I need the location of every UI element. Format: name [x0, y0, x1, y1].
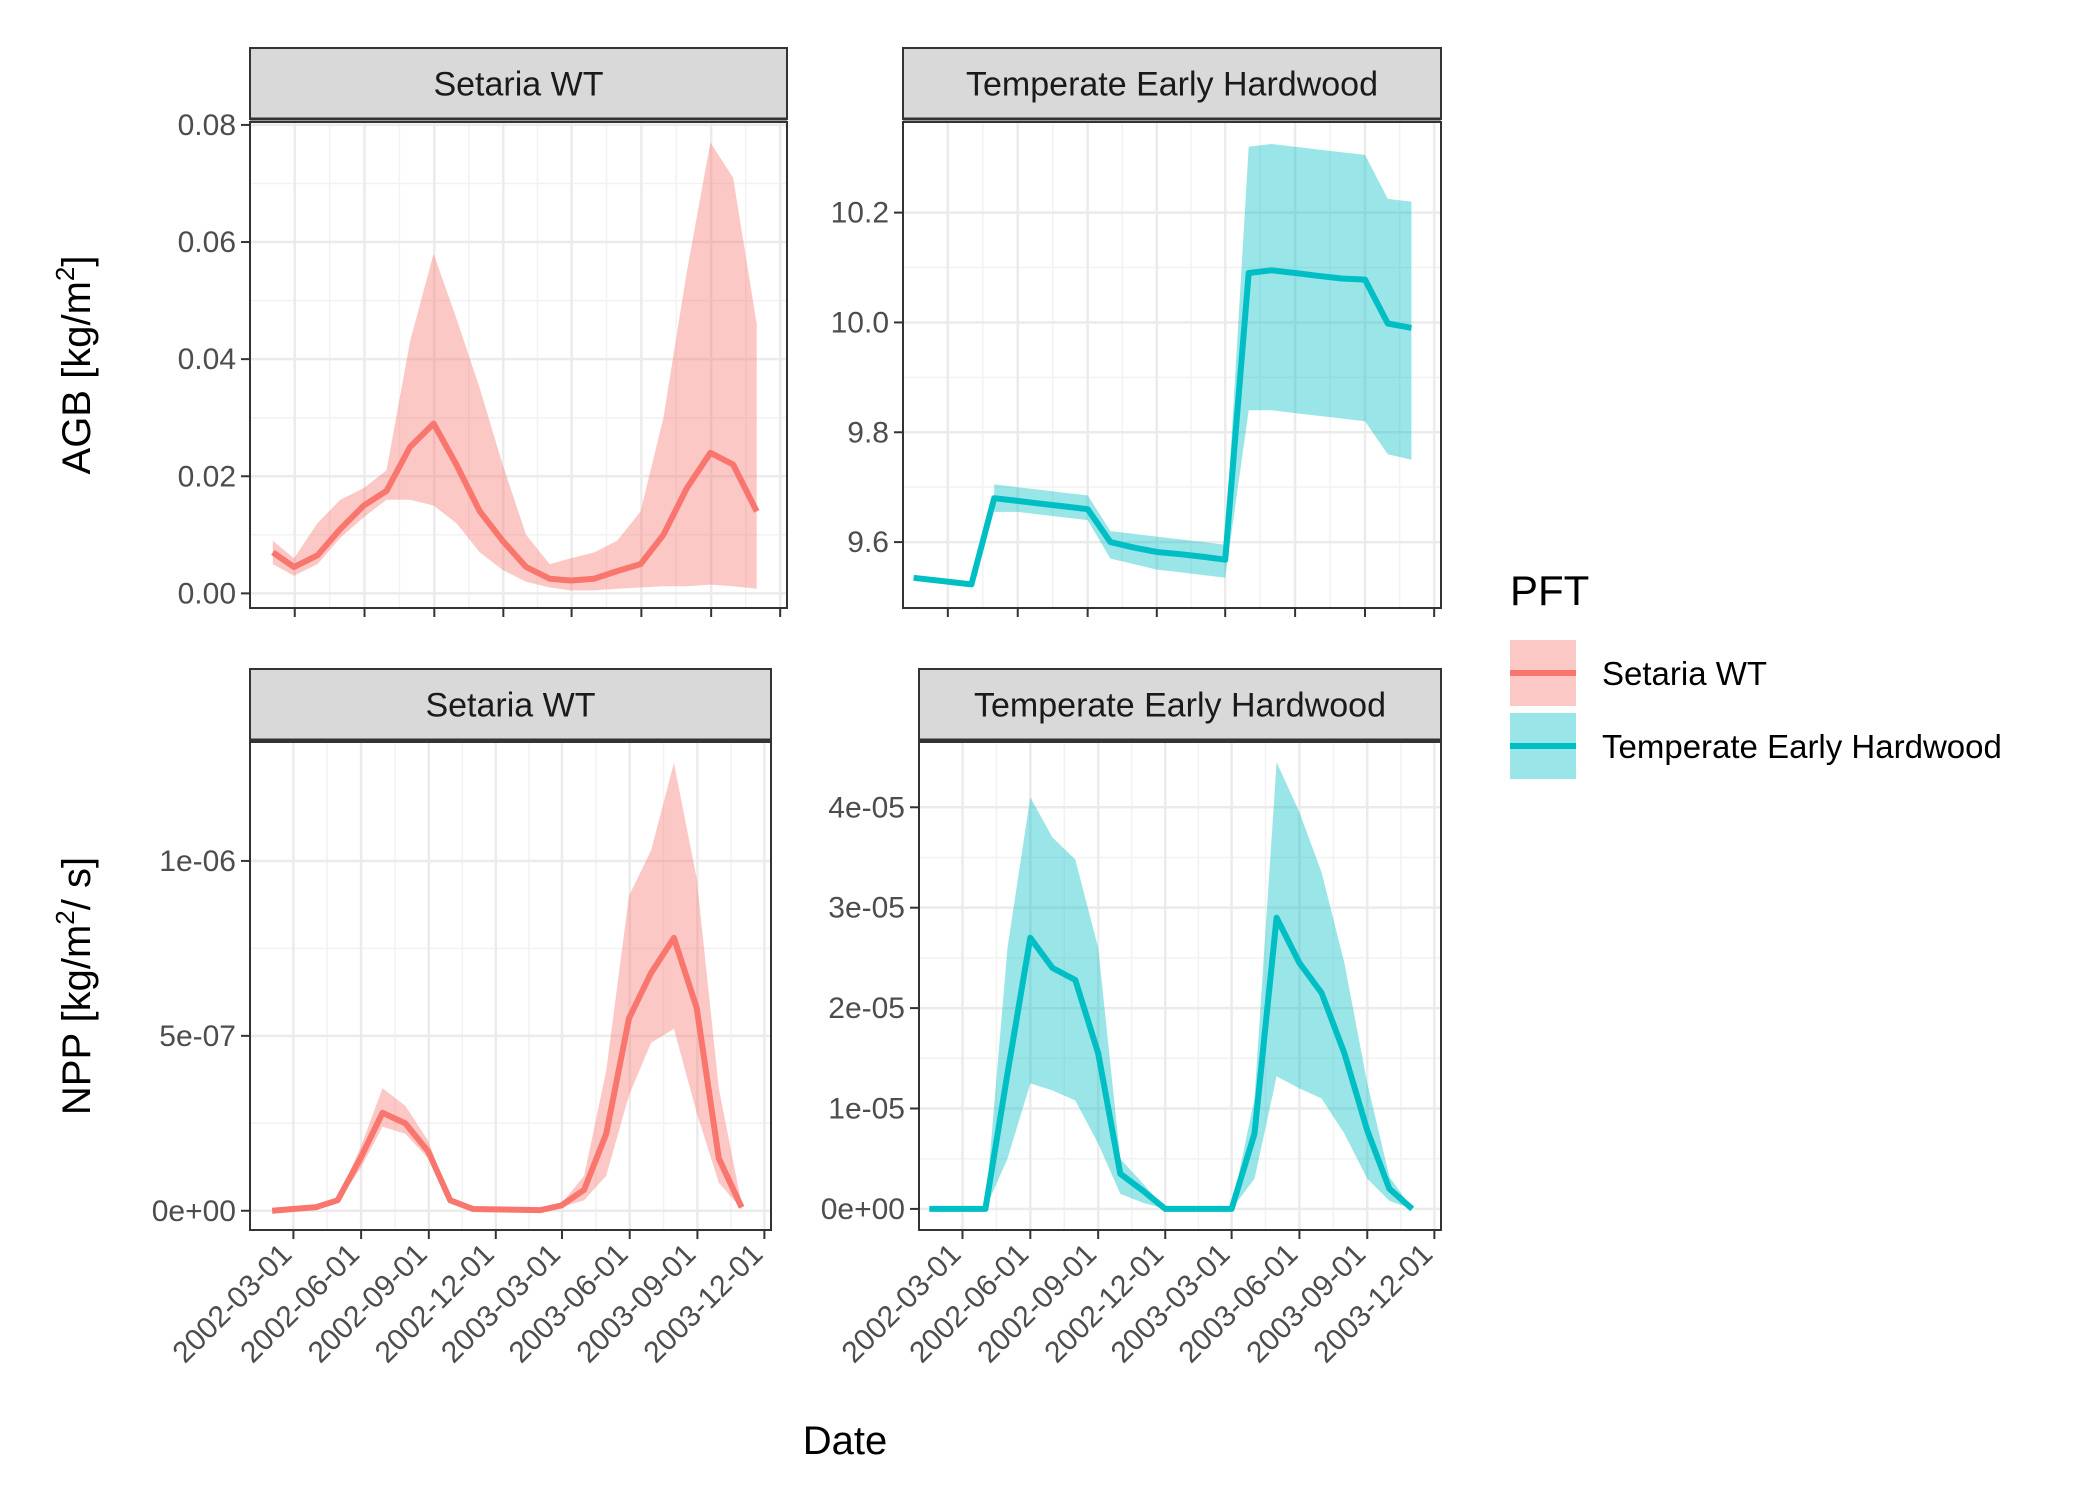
series-line: [271, 420, 760, 584]
y-tick-label: 3e-05: [828, 892, 905, 925]
strip-label: Setaria WT: [425, 687, 595, 725]
panel-1-0: Setaria WT0e+005e-071e-062002-03-012002-…: [152, 668, 772, 1369]
strip-label: Temperate Early Hardwood: [966, 66, 1378, 104]
series-line: [913, 267, 1412, 588]
strip-label: Setaria WT: [433, 66, 603, 104]
confidence-ribbon: [994, 144, 1412, 578]
facet-strip: Temperate Early Hardwood: [918, 668, 1442, 742]
gridlines: [250, 742, 771, 1230]
series-line: [271, 934, 745, 1214]
y-tick-label: 1e-05: [828, 1093, 905, 1126]
panel-border: [918, 741, 1442, 1231]
legend-entry: Temperate Early Hardwood: [1510, 713, 2002, 779]
confidence-ribbon: [272, 763, 742, 1211]
y-axis-title-superscript: 2: [50, 910, 80, 924]
y-tick-label: 0e+00: [152, 1195, 236, 1228]
legend: PFT Setaria WT Temperate Early Hardwood: [1510, 567, 2002, 779]
panel-border: [249, 121, 788, 609]
legend-label: Setaria WT: [1602, 655, 1767, 692]
legend-label: Temperate Early Hardwood: [1602, 728, 2002, 765]
y-tick-label: 9.8: [847, 416, 889, 449]
facet-strip: Setaria WT: [249, 668, 772, 742]
panel-background: [250, 742, 771, 1230]
strip-background: [902, 47, 1442, 120]
panel-background: [919, 742, 1441, 1230]
y-axis-title-agb: AGB [kg/m2]: [50, 256, 99, 475]
y-tick-label: 4e-05: [828, 791, 905, 824]
y-tick-label: 0.08: [178, 109, 236, 142]
y-tick-label: 5e-07: [159, 1020, 236, 1053]
y-tick-label: 0.02: [178, 460, 236, 493]
y-axis-title-main: AGB [kg/m: [55, 281, 99, 474]
panel-border: [249, 741, 772, 1231]
y-tick-label: 1e-06: [159, 845, 236, 878]
strip-label: Temperate Early Hardwood: [974, 687, 1386, 725]
y-axis-title-tail: ]: [55, 256, 99, 267]
facet-strip: Setaria WT: [249, 47, 788, 121]
panel-0-1: Temperate Early Hardwood 9.6 9.8 10.0 10.2: [831, 47, 1442, 617]
y-tick-label: 0.00: [178, 577, 236, 610]
y-tick-label: 10.0: [831, 306, 889, 339]
y-tick-label: 0e+00: [821, 1193, 905, 1226]
y-tick-label: 0.04: [178, 343, 236, 376]
legend-title: PFT: [1510, 567, 1589, 614]
y-tick-label: 0.06: [178, 226, 236, 259]
y-axis-title-main: NPP [kg/m: [55, 925, 99, 1115]
strip-background: [918, 668, 1442, 741]
facet-strip: Temperate Early Hardwood: [902, 47, 1442, 121]
confidence-ribbon: [929, 762, 1413, 1209]
y-tick-label: 10.2: [831, 197, 889, 230]
y-axis-title-npp: NPP [kg/m2/ s]: [50, 857, 99, 1115]
strip-background: [249, 47, 788, 120]
y-tick-label: 2e-05: [828, 992, 905, 1025]
gridlines: [903, 122, 1441, 608]
panel-1-1: Temperate Early Hardwood 0e+00 1e-05 2e-05 3…: [821, 668, 1442, 1369]
gridlines: [250, 122, 787, 608]
y-axis-title-tail: / s]: [55, 857, 99, 910]
series-line: [929, 914, 1415, 1212]
panel-0-0: Setaria WT 0.00 0.02 0.04 0.06 0.08: [178, 47, 788, 617]
legend-entry: Setaria WT: [1510, 640, 1767, 706]
panel-background: [903, 122, 1441, 608]
x-axis-title: Date: [803, 1419, 888, 1463]
y-axis-title-superscript: 2: [50, 267, 80, 281]
y-tick-label: 9.6: [847, 526, 889, 559]
panel-border: [902, 121, 1442, 609]
